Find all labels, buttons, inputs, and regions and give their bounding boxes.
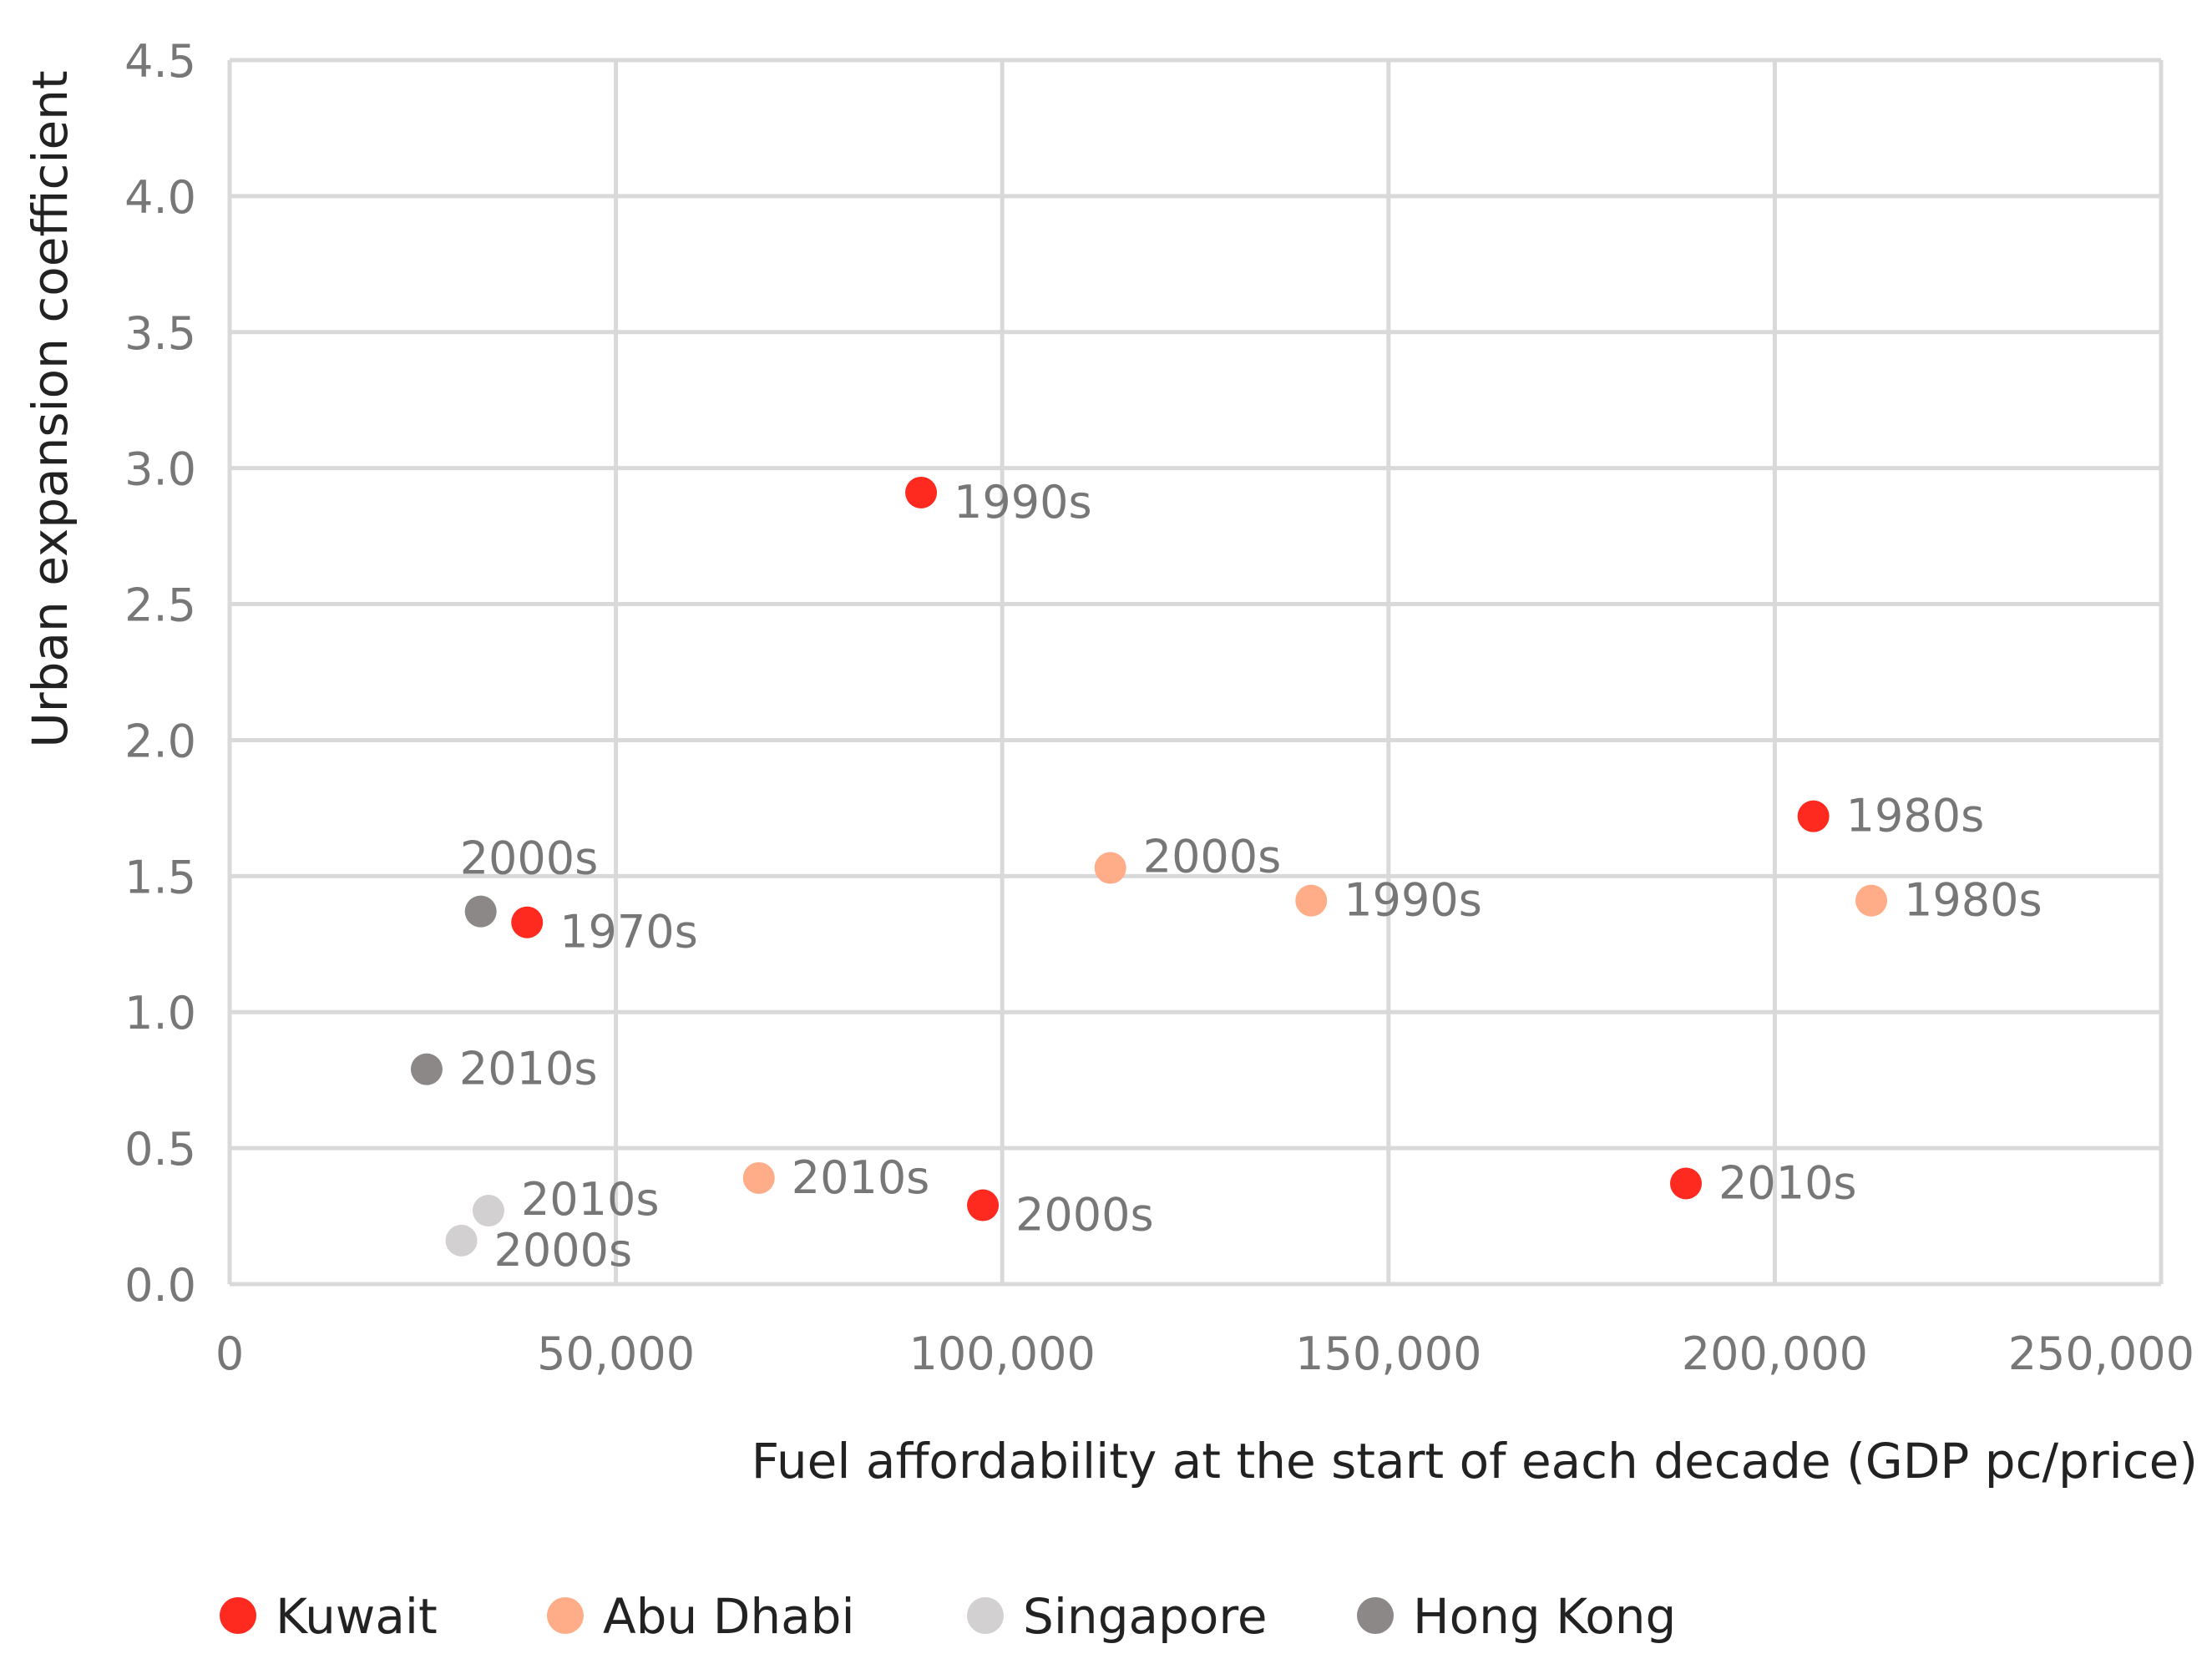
label-layer: 1970s1990s2000s2010s1980s2010s2000s1990s… <box>459 476 2042 1277</box>
data-point-label: 2000s <box>1015 1189 1154 1242</box>
x-axis-title: Fuel affordability at the start of each … <box>752 1433 2198 1489</box>
data-point-label: 2000s <box>460 832 599 885</box>
x-tick-label: 250,000 <box>2008 1328 2194 1380</box>
y-tick-label: 2.5 <box>124 579 196 632</box>
data-point-label: 2010s <box>792 1151 930 1204</box>
legend-label: Kuwait <box>276 1588 438 1645</box>
data-point-label: 2010s <box>1718 1156 1857 1209</box>
x-tick-label: 100,000 <box>909 1328 1096 1380</box>
legend-item: Singapore <box>967 1588 1268 1645</box>
y-tick-label: 3.0 <box>124 443 196 496</box>
legend-item: Hong Kong <box>1357 1588 1676 1645</box>
data-point <box>410 1053 443 1085</box>
y-tick-label: 1.5 <box>124 851 196 903</box>
data-point-label: 2010s <box>459 1043 598 1095</box>
data-point <box>905 476 938 508</box>
x-tick-label: 50,000 <box>537 1328 695 1380</box>
data-point-label: 1980s <box>1846 790 1985 842</box>
legend-item: Kuwait <box>220 1588 438 1645</box>
data-point <box>1670 1167 1703 1200</box>
x-tick-label: 0 <box>215 1328 244 1380</box>
data-point-label: 1980s <box>1904 874 2042 927</box>
data-point <box>742 1161 775 1194</box>
data-point-label: 1990s <box>1344 874 1482 927</box>
y-tick-label: 0.5 <box>124 1123 196 1176</box>
y-tick-label: 4.5 <box>124 35 196 88</box>
data-point <box>445 1224 478 1257</box>
legend: Kuwait Abu Dhabi Singapore Hong Kong <box>220 1588 1676 1645</box>
data-point-label: 2010s <box>521 1173 660 1226</box>
legend-marker <box>547 1597 584 1634</box>
data-point-label: 2000s <box>1143 831 1282 883</box>
y-axis-title: Urban expansion coefficient <box>22 70 78 747</box>
grid-layer <box>227 58 2164 1287</box>
y-tick-label: 0.0 <box>124 1259 196 1312</box>
y-tick-label: 1.0 <box>124 987 196 1039</box>
y-tick-label: 3.5 <box>124 307 196 360</box>
data-point <box>464 895 497 928</box>
data-point <box>1797 800 1830 832</box>
y-tick-label: 4.0 <box>124 171 196 224</box>
x-tick-label: 200,000 <box>1682 1328 1868 1380</box>
legend-label: Abu Dhabi <box>603 1588 855 1645</box>
data-point-label: 1990s <box>954 476 1092 529</box>
y-tick-label: 2.0 <box>124 715 196 767</box>
data-point <box>472 1195 504 1227</box>
x-tick-label: 150,000 <box>1295 1328 1481 1380</box>
data-point <box>1855 884 1888 917</box>
legend-item: Abu Dhabi <box>547 1588 855 1645</box>
data-point <box>967 1189 1000 1221</box>
data-point <box>1094 852 1126 884</box>
data-point <box>1295 884 1328 917</box>
tick-layer: 0.0 0.5 1.0 1.5 2.0 2.5 3.0 3.5 4.0 4.5 0 50,000 100… <box>124 35 2194 1380</box>
data-point <box>511 906 544 938</box>
legend-marker <box>1357 1597 1394 1634</box>
data-point-label: 1970s <box>559 906 698 958</box>
legend-marker <box>220 1597 256 1634</box>
legend-label: Singapore <box>1023 1588 1268 1645</box>
data-point-label: 2000s <box>494 1224 633 1277</box>
point-layer <box>410 476 1888 1257</box>
legend-marker <box>967 1597 1004 1634</box>
legend-label: Hong Kong <box>1413 1588 1676 1645</box>
